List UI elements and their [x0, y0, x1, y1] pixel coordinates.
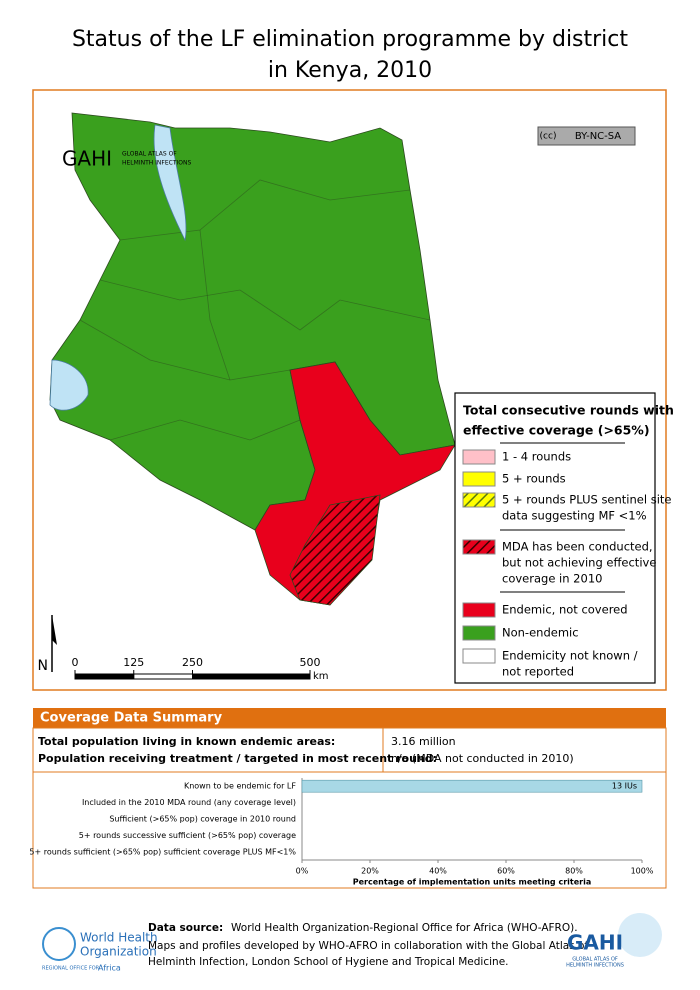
scale-bar: 0 125 250 500 km: [72, 656, 329, 682]
north-label: N: [38, 658, 48, 674]
legend-label: Non-endemic: [502, 626, 579, 640]
scale-segment: [133, 673, 193, 680]
y-tick-label: 5+ rounds successive sufficient (>65% po…: [79, 831, 296, 840]
x-tick-label: 80%: [565, 867, 583, 876]
legend-swatch: [462, 492, 496, 508]
legend-title: effective coverage (>65%): [463, 423, 650, 438]
legend-label: 5 + rounds PLUS sentinel site: [502, 493, 672, 507]
lake-victoria: [49, 359, 89, 411]
x-tick-label: 0%: [296, 867, 309, 876]
license-badge: [537, 126, 636, 146]
summary-header: [33, 708, 666, 728]
legend-label: coverage in 2010: [502, 572, 602, 586]
gahi-logo-text: GLOBAL ATLAS OF: [122, 151, 177, 158]
legend-label: Endemic, not covered: [502, 603, 628, 617]
y-tick-label: Known to be endemic for LF: [184, 782, 296, 791]
legend-title: Total consecutive rounds with: [463, 403, 674, 418]
footer-text: Helminth Infection, London School of Hyg…: [148, 956, 509, 968]
x-axis-title: Percentage of implementation units meeti…: [353, 878, 591, 887]
legend-swatch: [462, 625, 496, 641]
summary-label: Population receiving treatment / targete…: [38, 752, 437, 765]
scale-segment: [74, 673, 135, 680]
source-label: Data source:: [148, 922, 223, 934]
summary-box: [32, 727, 667, 889]
x-tick-label: 40%: [429, 867, 447, 876]
scale-segment: [192, 673, 311, 680]
gahi-logo: GAHI: [62, 147, 112, 171]
source: World Health Organization-Regional Offic…: [231, 922, 578, 934]
legend-swatch: [462, 449, 496, 465]
y-tick-label: Sufficient (>65% pop) coverage in 2010 r…: [109, 815, 296, 824]
legend-label: data suggesting MF <1%: [502, 509, 647, 523]
legend-label: 5 + rounds: [502, 472, 566, 486]
legend-label: not reported: [502, 665, 574, 679]
footer-text: Maps and profiles developed by WHO-AFRO …: [148, 940, 588, 952]
legend-swatch: [462, 539, 496, 555]
title: Status of the LF elimination programme b…: [72, 27, 628, 52]
scale-label: 500: [300, 656, 321, 669]
north-arrow: [52, 615, 57, 645]
map-frame: [32, 89, 667, 691]
title: in Kenya, 2010: [268, 58, 432, 83]
who-region: Africa: [98, 964, 121, 973]
scale-unit: km: [313, 671, 329, 682]
x-tick-label: 20%: [361, 867, 379, 876]
summary-value: 3.16 million: [391, 735, 456, 748]
legend-label: Endemicity not known /: [502, 649, 638, 663]
gahi-logo-text: HELMINTH INFECTIONS: [122, 160, 191, 167]
legend-swatch: [462, 648, 496, 664]
x-tick-label: 60%: [497, 867, 515, 876]
who-emblem: [42, 927, 76, 961]
who-name: World Health: [80, 931, 158, 945]
gahi-logo-text: HELMINTH INFECTIONS: [566, 963, 624, 969]
legend-swatch: [462, 602, 496, 618]
scale-label: 250: [182, 656, 203, 669]
x-tick-label: 100%: [631, 867, 654, 876]
bar: [301, 779, 643, 793]
region-mda: [289, 494, 381, 606]
legend: 1 - 4 rounds 5 + rounds 5 + rounds PLUS se…: [462, 442, 672, 679]
value-label: 13 IUs: [612, 782, 637, 791]
legend-label: but not achieving effective: [502, 556, 656, 570]
coverage-chart: 0% 20% 40% 60% 80% 100% Percentage of implemen…: [29, 778, 654, 887]
gahi-logo-text: GLOBAL ATLAS OF: [572, 957, 618, 963]
scale-label: 125: [123, 656, 144, 669]
y-tick-label: Included in the 2010 MDA round (any cove…: [82, 798, 296, 807]
summary-value: n/a (MDA not conducted in 2010): [391, 752, 574, 765]
gahi-globe: [618, 913, 662, 957]
map: [49, 112, 456, 606]
summary-title: Coverage Data Summary: [40, 711, 223, 726]
lake-turkana: [153, 124, 187, 242]
who-name: Organization: [80, 945, 157, 959]
legend-label: 1 - 4 rounds: [502, 450, 571, 464]
y-tick-label: 5+ rounds sufficient (>65% pop) sufficie…: [29, 847, 296, 856]
gahi-logo: GAHI: [567, 931, 623, 955]
summary-label: Total population living in known endemic…: [38, 735, 335, 748]
license-icon: (cc): [540, 132, 557, 142]
scale-label: 0: [72, 656, 79, 669]
legend-label: MDA has been conducted,: [502, 540, 653, 554]
license: BY-NC-SA: [575, 131, 621, 142]
legend-swatch: [462, 471, 496, 487]
who-region: REGIONAL OFFICE FOR: [42, 966, 100, 972]
